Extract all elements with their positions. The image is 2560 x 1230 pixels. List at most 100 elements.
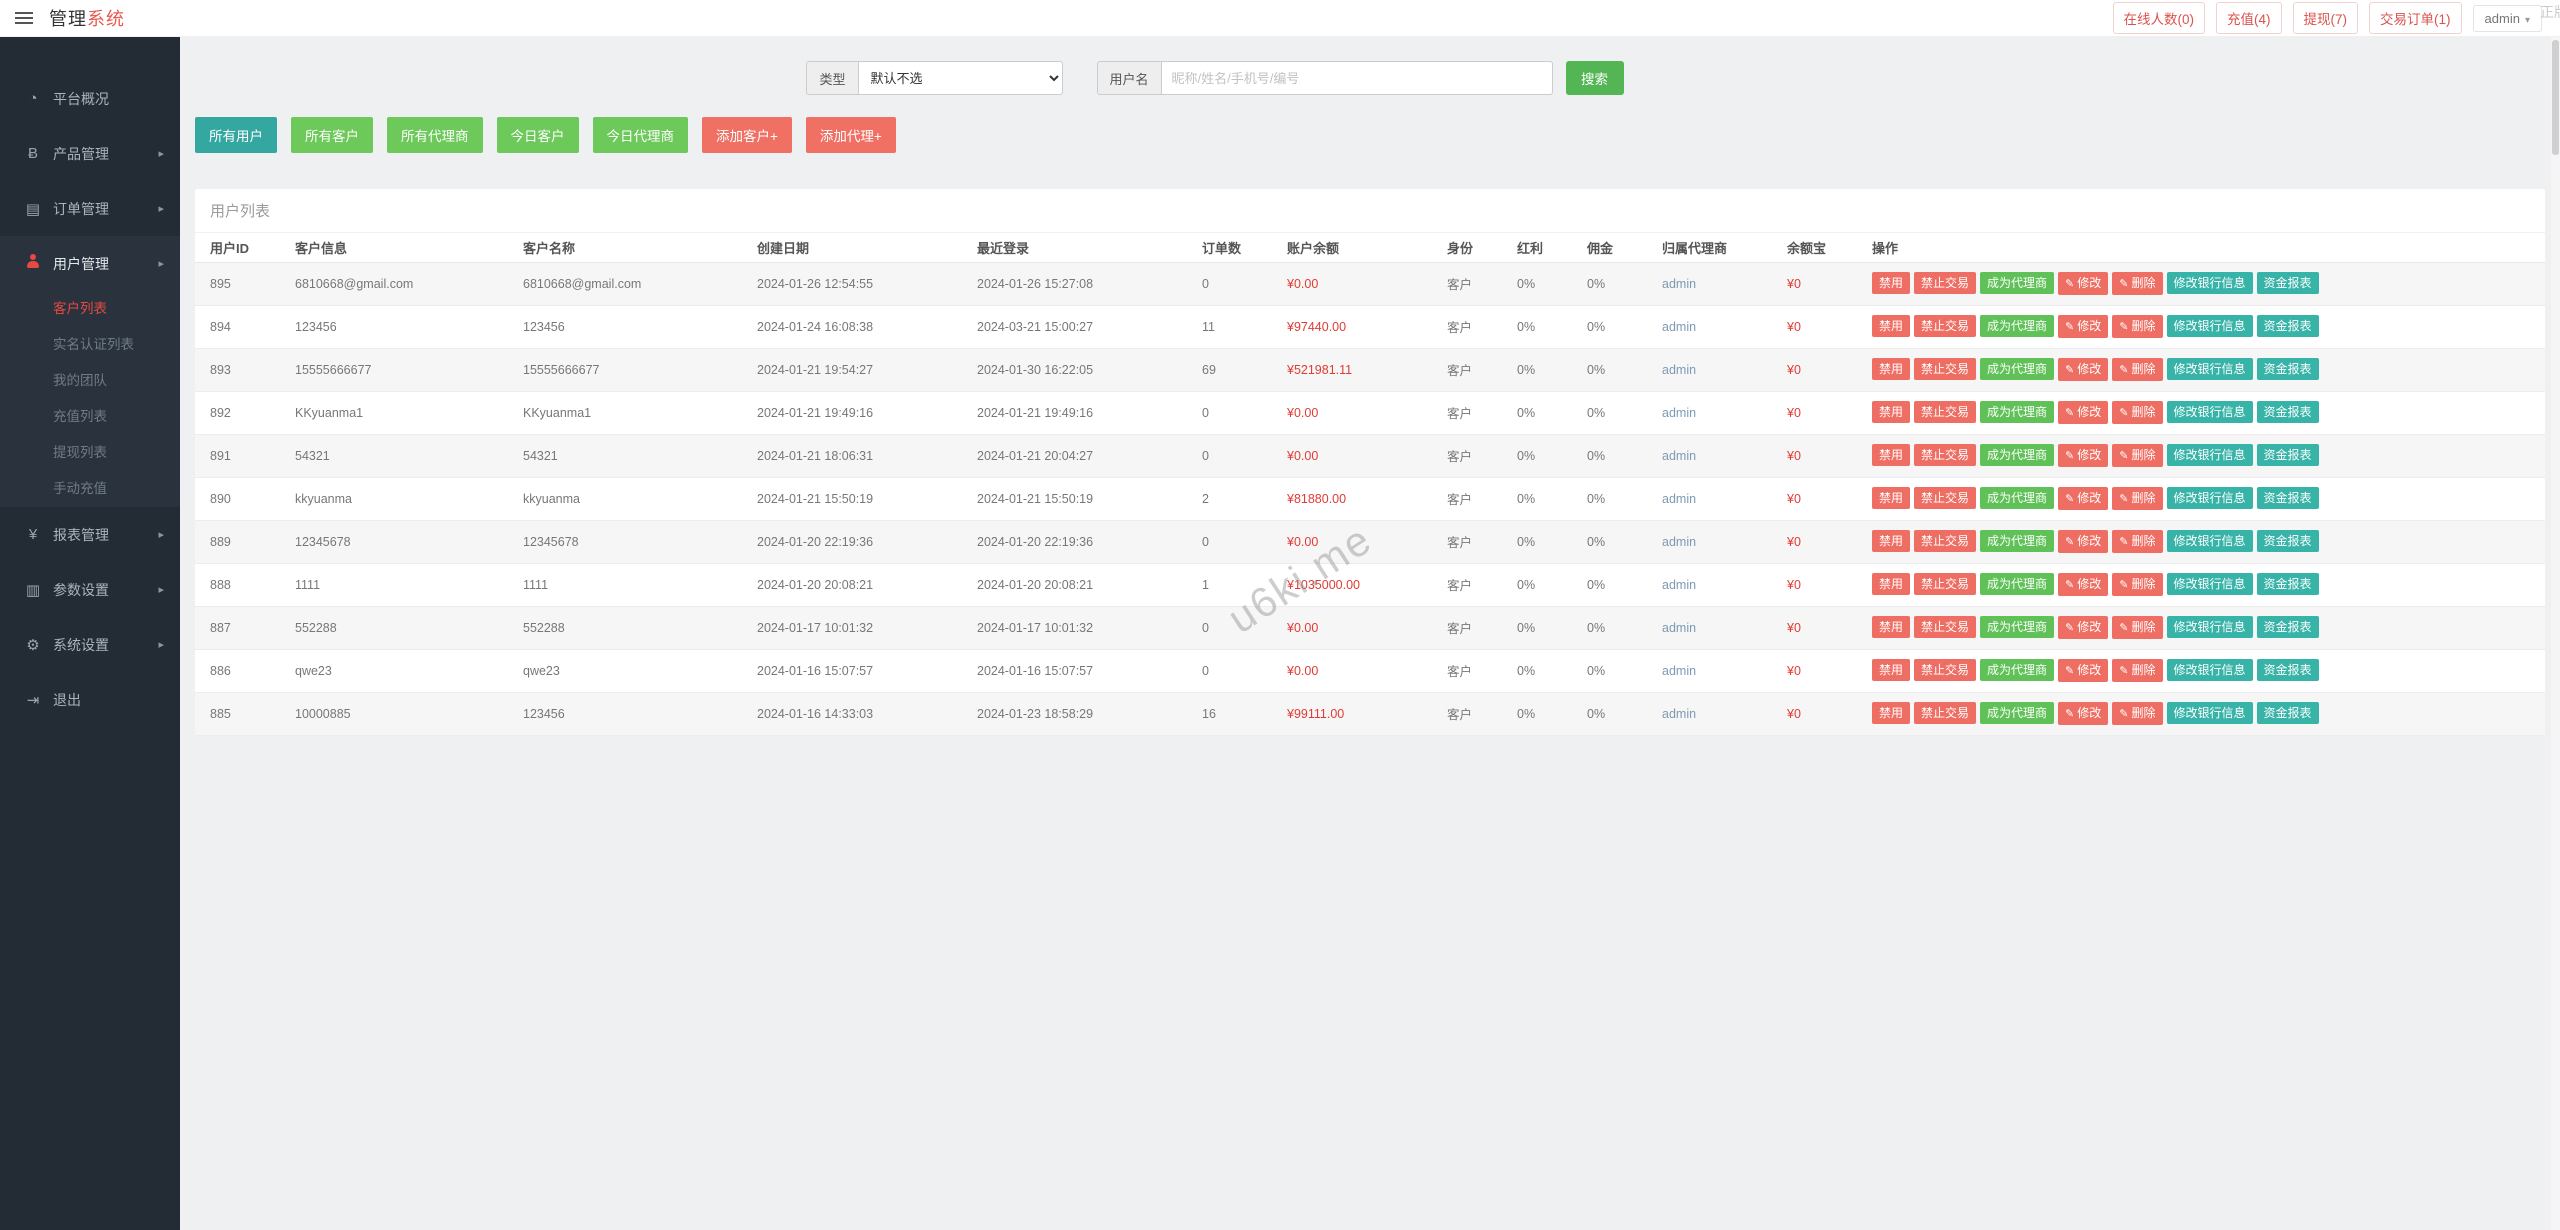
menu-toggle-icon[interactable]	[15, 11, 35, 25]
row-action-5[interactable]: 修改银行信息	[2166, 659, 2253, 682]
row-action-2[interactable]: 成为代理商	[1980, 272, 2055, 295]
row-action-3[interactable]: ✎ 修改	[2058, 573, 2109, 596]
row-action-2[interactable]: 成为代理商	[1980, 444, 2055, 467]
row-action-5[interactable]: 修改银行信息	[2166, 401, 2253, 424]
row-action-1[interactable]: 禁止交易	[1914, 401, 1977, 424]
row-action-4[interactable]: ✎ 删除	[2112, 530, 2163, 553]
row-action-0[interactable]: 禁用	[1872, 358, 1911, 381]
row-action-3[interactable]: ✎ 修改	[2058, 272, 2109, 295]
row-action-5[interactable]: 修改银行信息	[2166, 272, 2253, 295]
row-action-2[interactable]: 成为代理商	[1980, 659, 2055, 682]
agent-link[interactable]: admin	[1662, 706, 1697, 721]
sidebar-subitem-users-0[interactable]: 客户列表	[53, 301, 107, 316]
row-action-0[interactable]: 禁用	[1872, 272, 1911, 295]
row-action-3[interactable]: ✎ 修改	[2058, 444, 2109, 467]
sidebar-subitem-users-2[interactable]: 我的团队	[53, 373, 107, 388]
row-action-1[interactable]: 禁止交易	[1914, 358, 1977, 381]
row-action-5[interactable]: 修改银行信息	[2166, 444, 2253, 467]
row-action-1[interactable]: 禁止交易	[1914, 702, 1977, 725]
row-action-0[interactable]: 禁用	[1872, 315, 1911, 338]
sidebar-item-params[interactable]: ▥ 参数设置 ▸	[0, 562, 180, 617]
row-action-0[interactable]: 禁用	[1872, 401, 1911, 424]
row-action-4[interactable]: ✎ 删除	[2112, 272, 2163, 295]
row-action-1[interactable]: 禁止交易	[1914, 272, 1977, 295]
row-action-4[interactable]: ✎ 删除	[2112, 444, 2163, 467]
row-action-4[interactable]: ✎ 删除	[2112, 487, 2163, 510]
row-action-6[interactable]: 资金报表	[2256, 702, 2319, 725]
row-action-0[interactable]: 禁用	[1872, 659, 1911, 682]
row-action-3[interactable]: ✎ 修改	[2058, 401, 2109, 424]
sidebar-item-logout[interactable]: ⇥ 退出	[0, 672, 180, 727]
row-action-1[interactable]: 禁止交易	[1914, 573, 1977, 596]
row-action-3[interactable]: ✎ 修改	[2058, 659, 2109, 682]
agent-link[interactable]: admin	[1662, 577, 1697, 592]
sidebar-subitem-users-4[interactable]: 提现列表	[53, 445, 107, 460]
sidebar-item-products[interactable]: Ƀ 产品管理 ▸	[0, 126, 180, 181]
row-action-1[interactable]: 禁止交易	[1914, 530, 1977, 553]
row-action-6[interactable]: 资金报表	[2256, 530, 2319, 553]
row-action-3[interactable]: ✎ 修改	[2058, 530, 2109, 553]
row-action-2[interactable]: 成为代理商	[1980, 487, 2055, 510]
toolbar-button-0[interactable]: 所有用户	[195, 117, 277, 153]
toolbar-button-2[interactable]: 所有代理商	[387, 117, 483, 153]
row-action-3[interactable]: ✎ 修改	[2058, 358, 2109, 381]
agent-link[interactable]: admin	[1662, 620, 1697, 635]
row-action-3[interactable]: ✎ 修改	[2058, 487, 2109, 510]
row-action-5[interactable]: 修改银行信息	[2166, 530, 2253, 553]
row-action-2[interactable]: 成为代理商	[1980, 358, 2055, 381]
row-action-5[interactable]: 修改银行信息	[2166, 358, 2253, 381]
row-action-1[interactable]: 禁止交易	[1914, 487, 1977, 510]
row-action-6[interactable]: 资金报表	[2256, 401, 2319, 424]
row-action-0[interactable]: 禁用	[1872, 573, 1911, 596]
row-action-4[interactable]: ✎ 删除	[2112, 616, 2163, 639]
sidebar-item-system[interactable]: ⚙ 系统设置 ▸	[0, 617, 180, 672]
row-action-0[interactable]: 禁用	[1872, 616, 1911, 639]
toolbar-button-1[interactable]: 所有客户	[291, 117, 373, 153]
row-action-4[interactable]: ✎ 删除	[2112, 702, 2163, 725]
row-action-0[interactable]: 禁用	[1872, 702, 1911, 725]
sidebar-subitem-users-1[interactable]: 实名认证列表	[53, 337, 134, 352]
toolbar-button-3[interactable]: 今日客户	[496, 117, 579, 153]
row-action-5[interactable]: 修改银行信息	[2166, 487, 2253, 510]
topbar-link-0[interactable]: 在线人数(0)	[2112, 2, 2206, 34]
search-button[interactable]: 搜索	[1565, 61, 1624, 95]
row-action-6[interactable]: 资金报表	[2256, 272, 2319, 295]
row-action-2[interactable]: 成为代理商	[1980, 530, 2055, 553]
row-action-4[interactable]: ✎ 删除	[2112, 401, 2163, 424]
agent-link[interactable]: admin	[1662, 405, 1697, 420]
toolbar-button-6[interactable]: 添加代理+	[805, 117, 896, 153]
agent-link[interactable]: admin	[1662, 448, 1697, 463]
row-action-3[interactable]: ✎ 修改	[2058, 702, 2109, 725]
row-action-2[interactable]: 成为代理商	[1980, 573, 2055, 596]
row-action-4[interactable]: ✎ 删除	[2112, 358, 2163, 381]
row-action-6[interactable]: 资金报表	[2256, 573, 2319, 596]
row-action-5[interactable]: 修改银行信息	[2166, 315, 2253, 338]
row-action-6[interactable]: 资金报表	[2256, 487, 2319, 510]
row-action-1[interactable]: 禁止交易	[1914, 659, 1977, 682]
user-menu[interactable]: admin ▾	[2472, 4, 2542, 32]
row-action-1[interactable]: 禁止交易	[1914, 315, 1977, 338]
sidebar-item-orders[interactable]: ▤ 订单管理 ▸	[0, 181, 180, 236]
sidebar-item-reports[interactable]: ¥ 报表管理 ▸	[0, 507, 180, 562]
topbar-link-3[interactable]: 交易订单(1)	[2369, 2, 2462, 34]
row-action-6[interactable]: 资金报表	[2256, 616, 2319, 639]
row-action-6[interactable]: 资金报表	[2256, 358, 2319, 381]
row-action-0[interactable]: 禁用	[1872, 444, 1911, 467]
row-action-6[interactable]: 资金报表	[2256, 315, 2319, 338]
row-action-4[interactable]: ✎ 删除	[2112, 659, 2163, 682]
row-action-5[interactable]: 修改银行信息	[2166, 616, 2253, 639]
row-action-0[interactable]: 禁用	[1872, 487, 1911, 510]
row-action-1[interactable]: 禁止交易	[1914, 616, 1977, 639]
row-action-3[interactable]: ✎ 修改	[2058, 616, 2109, 639]
row-action-2[interactable]: 成为代理商	[1980, 401, 2055, 424]
type-filter-select[interactable]: 默认不选	[857, 61, 1063, 95]
agent-link[interactable]: admin	[1662, 491, 1697, 506]
agent-link[interactable]: admin	[1662, 276, 1697, 291]
agent-link[interactable]: admin	[1662, 534, 1697, 549]
row-action-2[interactable]: 成为代理商	[1980, 616, 2055, 639]
agent-link[interactable]: admin	[1662, 319, 1697, 334]
username-input[interactable]	[1160, 61, 1553, 95]
row-action-6[interactable]: 资金报表	[2256, 659, 2319, 682]
agent-link[interactable]: admin	[1662, 362, 1697, 377]
row-action-3[interactable]: ✎ 修改	[2058, 315, 2109, 338]
